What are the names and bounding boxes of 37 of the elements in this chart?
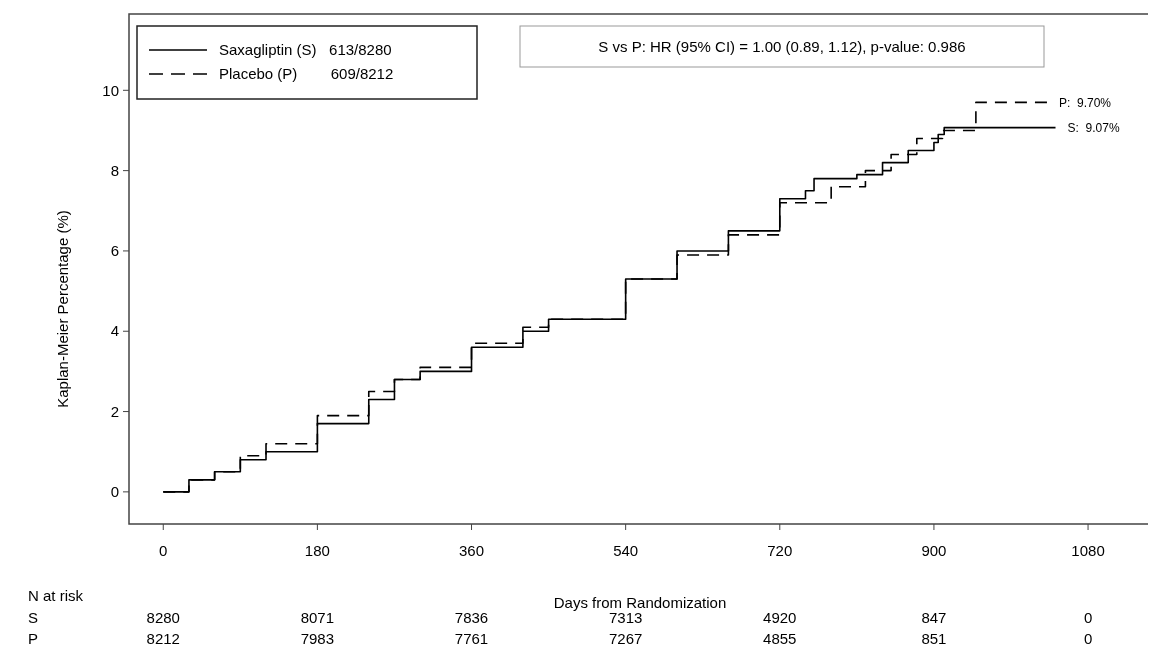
text: 7267 [608,630,643,647]
x-tick-label: 540 [613,542,639,559]
annotation: S: 9.07% [1067,120,1120,135]
text: 7983 [300,630,335,647]
text: 7313 [608,609,643,626]
x-tick-label: 180 [304,542,330,559]
text: P [28,630,39,647]
y-tick-label: 0 [110,483,119,501]
text: N at risk [28,587,84,604]
text: 7836 [454,609,489,626]
x-tick-label: 0 [159,542,168,559]
legend-label: Saxagliptin (S) 613/8280 [219,41,392,59]
text: 4920 [763,609,797,626]
x-axis-title: Days from Randomization [553,594,727,611]
legend-label: Placebo (P) 609/8212 [219,65,394,83]
text: 0 [1083,609,1093,626]
text: 0 [1083,630,1093,647]
text: S [28,609,39,626]
text: 851 [921,630,947,647]
x-tick-label: 900 [921,542,947,559]
x-tick-label: 360 [459,542,485,559]
y-tick-label: 2 [110,402,119,420]
y-axis-title: Kaplan-Meier Percentage (%) [54,210,71,408]
text: 847 [921,609,947,626]
x-tick-label: 1080 [1071,542,1105,559]
text: 8280 [146,609,180,626]
annotation: P: 9.70% [1058,95,1112,110]
text: 4855 [763,630,797,647]
annotation: S vs P: HR (95% CI) = 1.00 (0.89, 1.12), p-value: 0.986 [598,38,966,56]
x-tick-label: 720 [767,542,793,559]
y-tick-label: 10 [102,81,119,99]
text: 8071 [300,609,335,626]
text: 7761 [454,630,489,647]
text: 8212 [146,630,180,647]
y-tick-label: 8 [110,161,119,179]
y-tick-label: 6 [110,242,119,260]
y-tick-label: 4 [110,322,119,340]
